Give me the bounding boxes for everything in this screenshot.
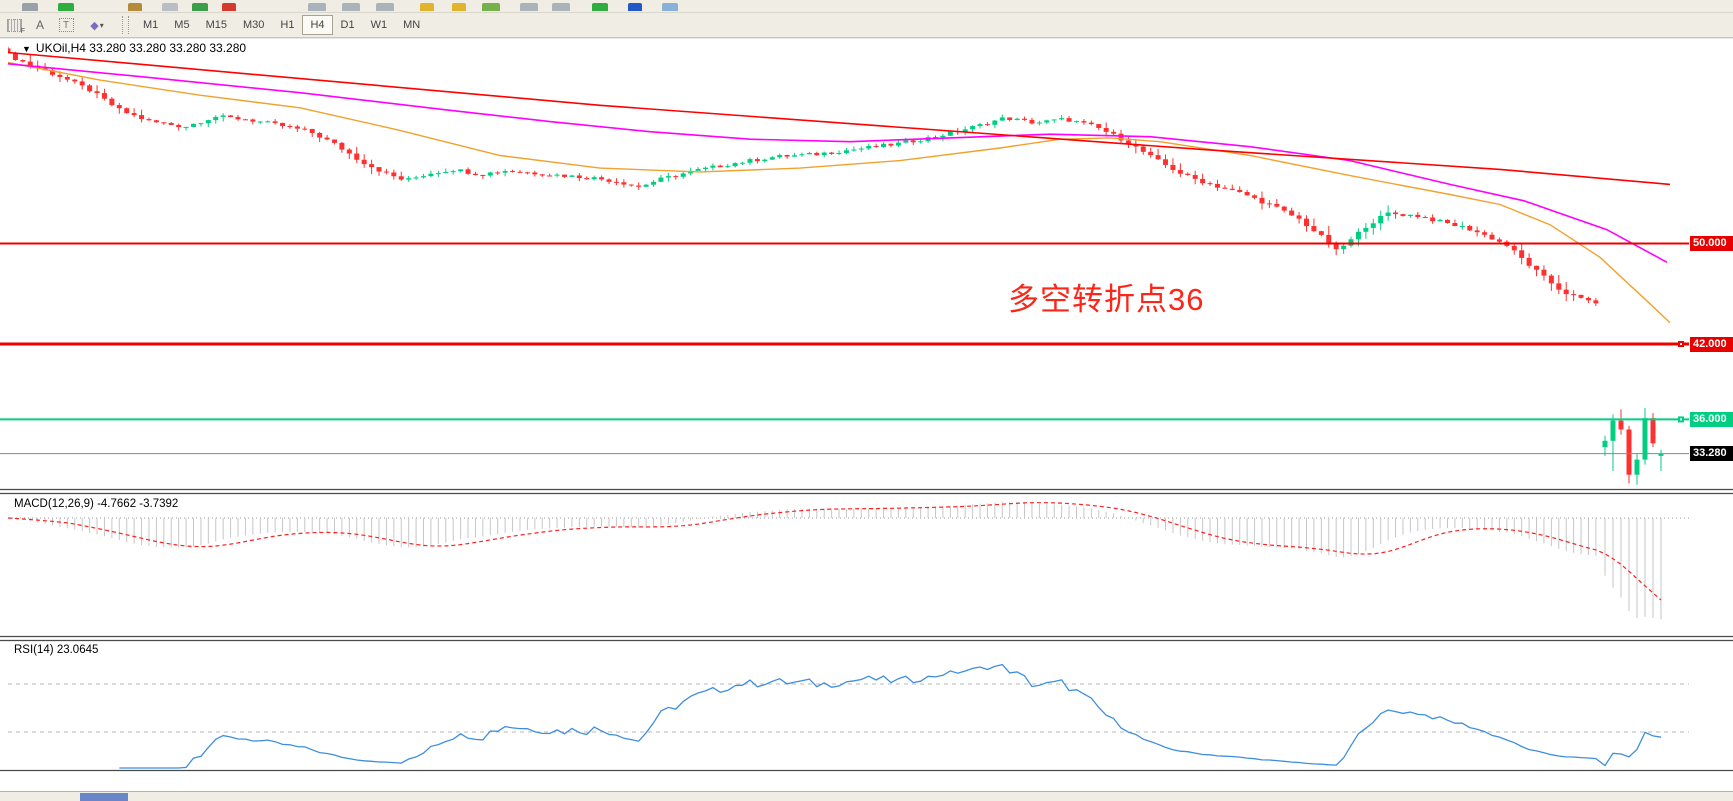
shapes-tool-button[interactable]: ◆ ▾: [80, 15, 114, 35]
shapes-icon: ◆: [90, 19, 99, 32]
chart-annotation-text: 多空转折点36: [1008, 282, 1205, 317]
grid-f-label: F: [20, 28, 25, 35]
timeframe-button-h4[interactable]: H4: [302, 15, 333, 35]
chevron-down-icon: ▾: [99, 20, 104, 30]
autotrading-icon[interactable]: [628, 3, 642, 11]
price-badge-33.280: 33.280: [1690, 446, 1733, 462]
indicators-icon[interactable]: [482, 3, 500, 11]
add-indicator-icon[interactable]: [592, 3, 608, 11]
text-a-icon: A: [35, 18, 44, 32]
symbol-title-text: UKOil,H4 33.280 33.280 33.280 33.280: [35, 41, 247, 55]
periods-icon[interactable]: [520, 3, 538, 11]
stop-icon[interactable]: [222, 3, 236, 11]
rsi-indicator-label: RSI(14) 23.0645: [14, 644, 99, 656]
draw-pencil-icon[interactable]: [420, 3, 434, 11]
timeframe-button-mn[interactable]: MN: [403, 19, 421, 31]
text-t-icon: T: [58, 18, 74, 32]
timeframe-switcher: M1 M5 M15 M30 H1 H4 D1 W1 MN: [135, 15, 428, 35]
text-label-tool-button[interactable]: T: [54, 15, 78, 35]
new-chart-icon[interactable]: [58, 3, 74, 11]
price-badge-36.000: 36.000: [1690, 411, 1733, 427]
draw-pencil2-icon[interactable]: [452, 3, 466, 11]
timeframe-button-m15[interactable]: M15: [205, 19, 227, 31]
toolbar-main: F A T ◆ ▾ M1 M5 M15 M30 H1 H4 D1 W1 MN: [0, 13, 1733, 38]
grid-snap-button[interactable]: F: [2, 15, 26, 35]
timeframe-button-m1[interactable]: M1: [143, 19, 159, 31]
timeframe-button-m30[interactable]: M30: [242, 19, 265, 31]
print-icon[interactable]: [162, 3, 178, 11]
shape-tool-icon[interactable]: [128, 3, 142, 11]
chart-symbol-title[interactable]: ▼ UKOil,H4 33.280 33.280 33.280 33.280: [22, 41, 246, 55]
price-badge-50.000: 50.000: [1690, 236, 1733, 251]
cascade-windows-icon[interactable]: [342, 3, 360, 11]
print-preview-icon[interactable]: [192, 3, 208, 11]
tile-windows-icon[interactable]: [308, 3, 326, 11]
zoom-out-icon[interactable]: [22, 3, 38, 11]
grid-icon: [6, 18, 22, 32]
macd-indicator-label: MACD(12,26,9) -4.7662 -3.7392: [14, 498, 179, 510]
status-bar: [0, 791, 1733, 801]
status-progress: [80, 793, 128, 801]
templates-icon[interactable]: [552, 3, 570, 11]
toolbar-top: [0, 0, 1733, 13]
price-badge-42.000: 42.000: [1690, 336, 1733, 352]
calendar-icon[interactable]: [662, 3, 678, 11]
chevron-down-icon: ▼: [22, 44, 31, 54]
timeframe-button-w1[interactable]: W1: [370, 19, 388, 31]
text-tool-button[interactable]: A: [28, 15, 52, 35]
arrange-windows-icon[interactable]: [376, 3, 394, 11]
timeframe-button-d1[interactable]: D1: [340, 19, 355, 31]
timeframe-button-m5[interactable]: M5: [174, 19, 190, 31]
timeframe-button-h1[interactable]: H1: [280, 19, 295, 31]
toolbar-separator: [122, 16, 129, 34]
